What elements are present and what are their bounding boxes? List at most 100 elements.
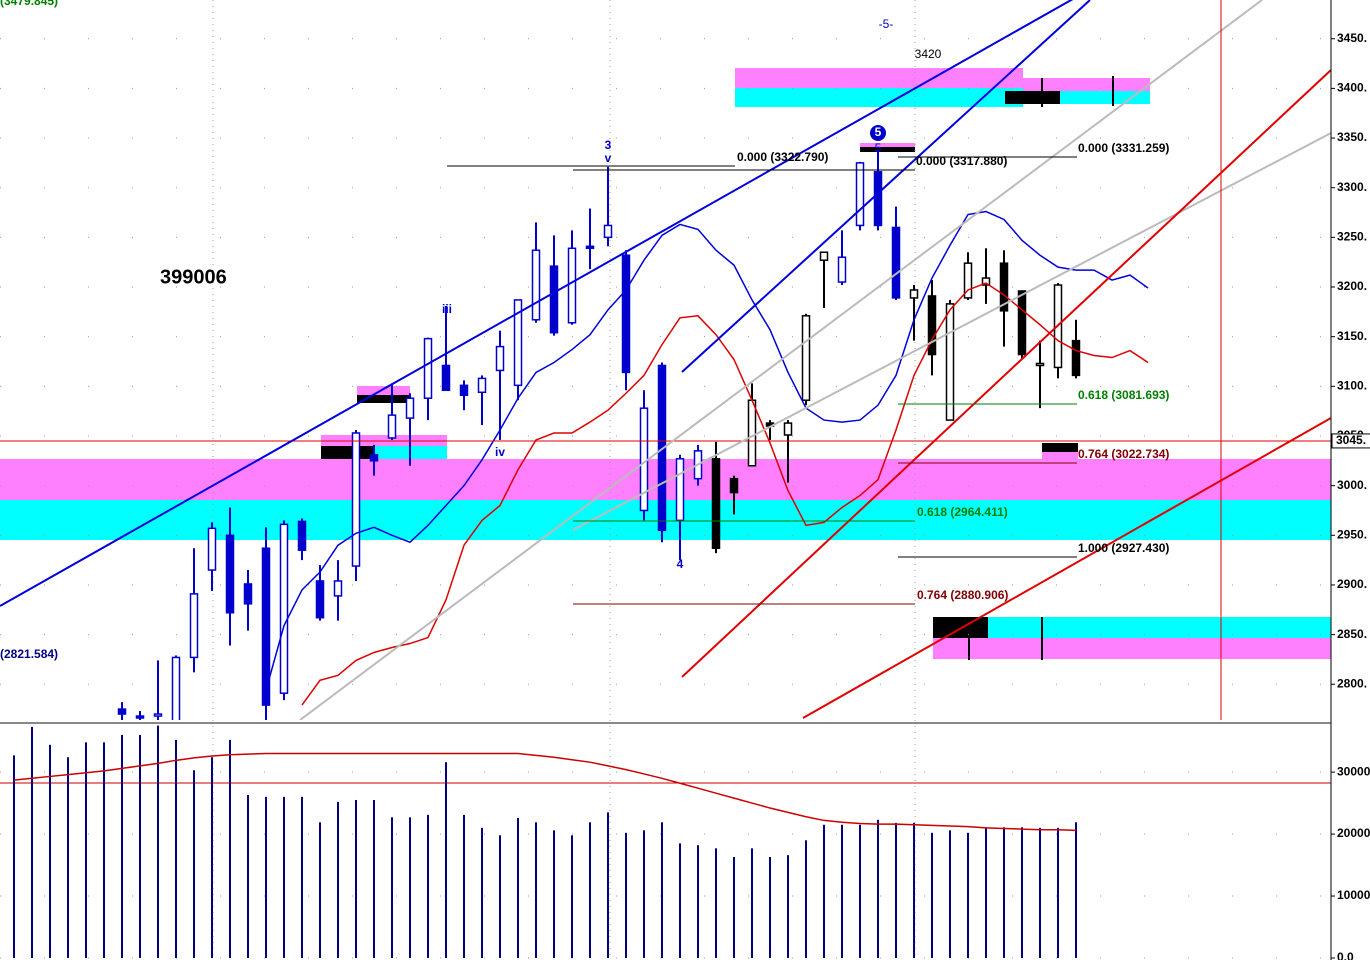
axis-bg — [1331, 0, 1370, 960]
y-tick-label: 3100. — [1337, 378, 1367, 392]
y-tick-label: 3250. — [1337, 230, 1367, 244]
wave-label: v — [605, 151, 612, 165]
volume-bar — [949, 830, 951, 958]
volume-bar — [967, 832, 969, 958]
zone — [1005, 91, 1060, 104]
wave-label: iv — [495, 445, 505, 459]
candle-body — [549, 265, 559, 334]
candle-body — [891, 226, 901, 299]
y-tick-label: 2850. — [1337, 627, 1367, 641]
candle-body — [171, 656, 181, 720]
volume-bar — [139, 734, 141, 958]
candle-body — [711, 458, 721, 549]
volume-marks — [13, 725, 1077, 958]
chart-title: 399006 — [160, 266, 227, 288]
y-tick-label: 3150. — [1337, 329, 1367, 343]
candle-body — [621, 254, 631, 374]
annotation: (2821.584) — [0, 647, 58, 661]
candle-body — [1071, 339, 1081, 377]
fib-label: 0.000 (3322.790) — [737, 150, 828, 164]
candle-body — [1017, 290, 1027, 356]
volume-bar — [985, 827, 987, 958]
candle-body — [1035, 362, 1045, 367]
candle-body — [801, 315, 811, 401]
trend-line — [572, 132, 1331, 531]
volume-bar — [103, 742, 105, 958]
candle-body — [117, 708, 127, 715]
y-tick-label: 20000 — [1337, 826, 1370, 840]
volume-bar — [661, 822, 663, 958]
volume-bar — [319, 822, 321, 958]
candle-body — [495, 345, 505, 372]
candle-body — [387, 414, 397, 439]
candle-body — [729, 477, 739, 494]
volume-bar — [715, 848, 717, 958]
annotation: (3479.845) — [0, 0, 58, 8]
volume-bar — [805, 840, 807, 958]
candle-body — [351, 432, 361, 567]
y-tick-label: 3300. — [1337, 180, 1367, 194]
fib-label: 0.764 (3022.734) — [1078, 447, 1169, 461]
volume-bar — [895, 822, 897, 958]
y-tick-label: 2800. — [1337, 676, 1367, 690]
volume-bar — [31, 726, 33, 958]
trend-line — [802, 417, 1331, 719]
candle-body — [405, 397, 415, 419]
volume-bar — [499, 835, 501, 958]
volume-bar — [553, 830, 555, 958]
volume-bar — [877, 819, 879, 958]
volume-bar — [229, 739, 231, 958]
zone — [357, 395, 410, 403]
candle-body — [531, 249, 541, 321]
candle-body — [927, 295, 937, 356]
candle-body — [189, 593, 199, 659]
volume-bar — [859, 824, 861, 958]
y-tick-label: 3200. — [1337, 279, 1367, 293]
fib-label: 0.618 (2964.411) — [917, 505, 1008, 519]
candle-body — [783, 422, 793, 436]
volume-bar — [517, 817, 519, 958]
candle-body — [837, 256, 847, 283]
candle-body — [981, 277, 991, 286]
zones — [0, 68, 1331, 660]
candle-body — [873, 171, 883, 227]
candle-body — [423, 337, 433, 399]
volume-bar — [1057, 827, 1059, 958]
trend-line — [0, 0, 1074, 607]
volume-bar — [283, 796, 285, 958]
zone — [1042, 452, 1078, 460]
moving-average — [13, 752, 1077, 832]
candle-body — [441, 364, 451, 392]
volume-bar — [841, 824, 843, 958]
wave-label: iii — [442, 302, 452, 316]
volume-bar — [1039, 827, 1041, 958]
volume-bar — [481, 827, 483, 958]
candle-body — [567, 247, 577, 324]
volume-bar — [85, 742, 87, 958]
candle-body — [855, 162, 865, 227]
candle-body — [747, 399, 757, 467]
y-tick-label: 3000. — [1337, 478, 1367, 492]
zone — [735, 88, 1023, 107]
y-tick-label: 30000 — [1337, 764, 1370, 778]
fib-label: 0.618 (3081.693) — [1078, 388, 1169, 402]
volume-bar — [1075, 822, 1077, 958]
volume-bar — [823, 824, 825, 958]
volume-bar — [301, 796, 303, 958]
zone — [860, 143, 915, 147]
y-tick-label: 10000 — [1337, 888, 1370, 902]
trend-line — [299, 0, 1263, 720]
candle-body — [243, 583, 253, 605]
zone — [933, 638, 1331, 659]
volume-bar — [157, 725, 159, 958]
zone — [1042, 443, 1078, 452]
volume-bar — [913, 822, 915, 958]
volume-bar — [445, 762, 447, 958]
wave-label: 4 — [677, 557, 684, 571]
fib-label: 1.000 (2927.430) — [1078, 541, 1169, 555]
volume-bar — [535, 822, 537, 958]
volume-bar — [787, 855, 789, 958]
volume-bar — [409, 817, 411, 958]
